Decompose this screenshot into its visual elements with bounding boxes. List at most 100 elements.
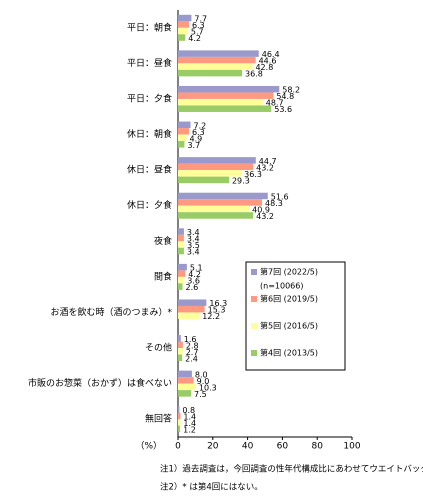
y-tick-label: お酒を飲む時（酒のつまみ）* (50, 306, 172, 318)
value-label: 4.9 (190, 134, 203, 143)
bar (178, 134, 187, 142)
value-label: 44.7 (259, 157, 277, 166)
y-tick-label: 夜食 (154, 235, 172, 247)
value-label: 2.6 (186, 283, 199, 292)
value-label: 15.3 (208, 306, 226, 315)
value-label: 43.2 (256, 212, 274, 221)
y-tick-label: その他 (145, 342, 172, 354)
bar (178, 354, 183, 362)
bar (178, 21, 189, 28)
value-label: 1.6 (184, 335, 197, 344)
bar (178, 234, 184, 242)
value-label: 1.2 (183, 425, 196, 434)
bar (178, 263, 187, 271)
value-label: 54.8 (276, 92, 294, 101)
value-label: 5.7 (191, 28, 204, 37)
value-label: 2.7 (186, 348, 199, 357)
legend-box (245, 261, 346, 371)
bar (178, 27, 188, 35)
value-label: 7.2 (194, 121, 207, 130)
value-label: 3.4 (187, 235, 200, 244)
bar (178, 383, 196, 391)
note: 注2）* は第4回にはない。 (160, 482, 263, 493)
value-label: 4.2 (188, 34, 201, 43)
bar (178, 270, 186, 277)
value-label: 58.2 (282, 86, 300, 95)
bar (178, 157, 256, 164)
value-label: 9.0 (197, 377, 210, 386)
bar (178, 370, 192, 378)
bar (178, 85, 280, 93)
note: 注1）過去調査は，今回調査の性年代構成比にあわせてウエイトバックした値。 (160, 464, 423, 475)
bar (178, 69, 243, 77)
y-tick-label: 休日：昼食 (127, 164, 172, 176)
value-label: 42.8 (255, 63, 273, 72)
bar (178, 412, 181, 420)
value-label: 12.2 (202, 312, 220, 321)
bar (178, 247, 184, 255)
legend-swatch (251, 296, 257, 302)
y-tick-label: 平日：朝食 (127, 21, 172, 33)
bar (178, 170, 242, 177)
value-label: 51.6 (271, 192, 289, 201)
legend-swatch (251, 269, 257, 275)
bar (178, 312, 200, 319)
value-label: 48.3 (265, 199, 283, 208)
value-label: 36.3 (244, 170, 262, 179)
value-label: 43.2 (256, 163, 274, 172)
bar (178, 341, 183, 349)
value-label: 36.8 (245, 70, 263, 79)
bar (178, 299, 207, 306)
value-label: 5.1 (190, 264, 203, 273)
x-axis-label: （%） (135, 441, 162, 452)
bar (178, 377, 194, 384)
value-label: 4.2 (188, 270, 201, 279)
y-tick-label: 平日：夕食 (127, 92, 172, 104)
value-label: 2.8 (186, 341, 199, 350)
value-label: 10.3 (199, 383, 217, 392)
y-tick-label: 休日：朝食 (127, 128, 172, 140)
legend-label: 第5回 (2016/5) (260, 321, 318, 331)
bar (178, 419, 181, 426)
bar (178, 425, 181, 433)
bar (178, 283, 183, 290)
value-label: 48.7 (266, 99, 284, 108)
value-label: 0.8 (182, 406, 195, 415)
bar (178, 98, 263, 106)
value-label: 16.3 (209, 299, 227, 308)
bar (178, 121, 191, 129)
x-tick-label: 60 (277, 442, 289, 452)
bar (178, 163, 254, 171)
bar (178, 348, 183, 355)
legend-swatch (251, 323, 257, 329)
y-tick-label: 平日：昼食 (127, 57, 172, 69)
value-label: 2.4 (185, 354, 198, 363)
bar (178, 56, 256, 64)
bar (178, 128, 189, 135)
value-label: 29.3 (232, 176, 250, 185)
value-label: 44.6 (259, 57, 277, 66)
bar (178, 241, 185, 248)
bar (178, 105, 272, 112)
bar (178, 305, 205, 313)
value-label: 8.0 (195, 370, 208, 379)
bar (178, 50, 259, 57)
legend-swatch (251, 350, 257, 356)
bar (178, 176, 229, 184)
bar (178, 335, 181, 342)
value-label: 3.4 (187, 228, 200, 237)
value-label: 40.9 (252, 205, 270, 214)
bar (178, 199, 263, 206)
bar (178, 406, 180, 413)
legend-label: 第7回 (2022/5) (260, 267, 318, 277)
bar (178, 276, 185, 284)
value-label: 6.3 (192, 21, 205, 30)
bar (178, 228, 184, 235)
x-tick-label: 20 (207, 442, 219, 452)
value-label: 3.7 (187, 141, 200, 150)
value-label: 7.7 (194, 15, 207, 24)
y-tick-label: 無回答 (145, 413, 172, 425)
bar (178, 92, 274, 99)
value-label: 3.4 (187, 248, 200, 257)
